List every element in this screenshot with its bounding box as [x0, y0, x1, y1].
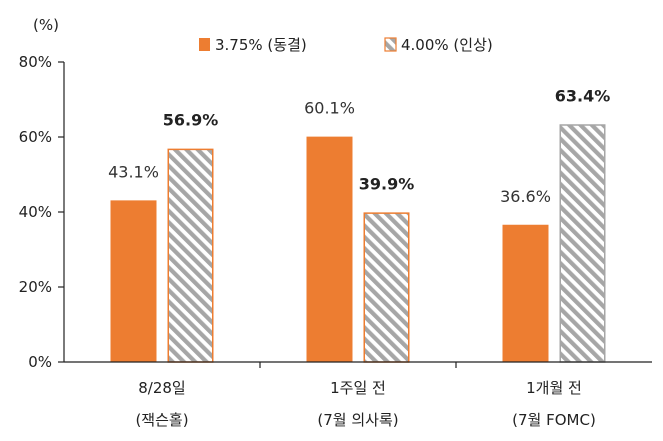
data-label-series-1: 60.1%: [304, 99, 355, 118]
category-sublabel: (7월 의사록): [317, 411, 398, 429]
bars: [110, 124, 606, 363]
data-labels: 43.1% 56.9% 60.1% 39.9% 36.6% 63.4%: [108, 86, 610, 206]
category-label: 1주일 전: [330, 379, 386, 397]
legend-swatch-series-2: [384, 37, 397, 52]
y-axis: 0% 20% 40% 60% 80%: [19, 53, 65, 371]
data-label-series-1: 36.6%: [500, 187, 551, 206]
category-sublabel: (잭슨홀): [135, 411, 188, 429]
legend: 3.75% (동결) 4.00% (인상): [199, 36, 493, 54]
bar-series-1: [110, 200, 157, 362]
data-label-series-2: 63.4%: [555, 86, 611, 105]
x-axis: [64, 361, 652, 368]
bar-series-2: [167, 148, 214, 363]
category-label: 1개월 전: [526, 379, 582, 397]
y-tick-label: 60%: [19, 128, 52, 146]
bar-series-1: [502, 224, 549, 362]
legend-swatch-series-1: [199, 38, 210, 51]
bar-series-2: [363, 212, 410, 363]
bar-series-1: [306, 136, 353, 362]
y-tick-label: 20%: [19, 278, 52, 296]
category-label: 8/28일: [138, 379, 185, 397]
legend-label-series-1: 3.75% (동결): [215, 36, 307, 54]
category-sublabel: (7월 FOMC): [512, 411, 596, 429]
y-tick-label: 80%: [19, 53, 52, 71]
category-labels: 8/28일 (잭슨홀) 1주일 전 (7월 의사록) 1개월 전 (7월 FOMC): [135, 379, 595, 429]
legend-label-series-2: 4.00% (인상): [401, 36, 493, 54]
y-tick-label: 0%: [28, 353, 52, 371]
y-axis-unit-label: (%): [33, 16, 59, 34]
bar-series-2: [559, 124, 606, 363]
data-label-series-1: 43.1%: [108, 162, 159, 181]
data-label-series-2: 39.9%: [359, 174, 415, 193]
data-label-series-2: 56.9%: [163, 111, 219, 130]
y-tick-label: 40%: [19, 203, 52, 221]
